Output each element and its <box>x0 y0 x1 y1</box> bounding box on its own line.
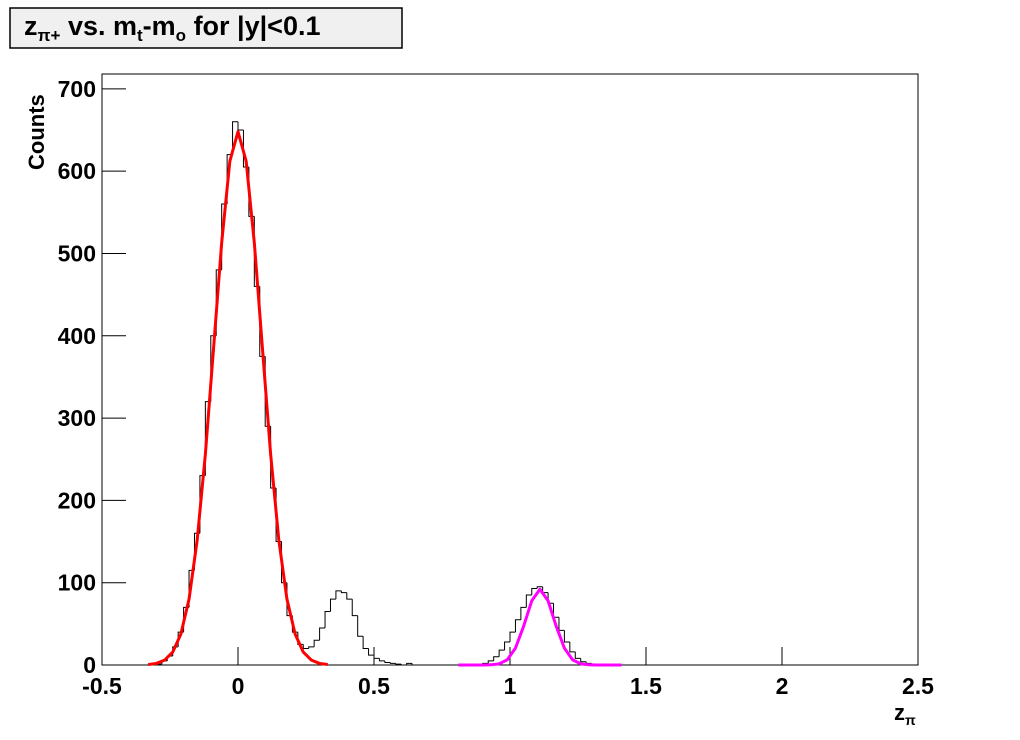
y-tick-label: 200 <box>58 487 96 513</box>
histogram-bin <box>493 656 500 661</box>
histogram-bin <box>232 121 238 155</box>
y-tick-label: 400 <box>58 323 96 349</box>
histogram-bin <box>308 646 315 649</box>
histogram-bin <box>373 655 380 659</box>
histogram-bin <box>525 594 532 608</box>
fit-curve <box>458 587 622 667</box>
y-tick-label: 300 <box>58 405 96 431</box>
histogram-bin <box>487 660 494 664</box>
histogram-bin <box>297 632 304 645</box>
histogram-bin <box>563 630 570 643</box>
y-axis-label: Counts <box>24 94 49 170</box>
chart-title: zπ+ vs. mt-mo for |y|<0.1 <box>24 11 320 45</box>
histogram-bin <box>357 615 364 637</box>
histogram-bin <box>400 664 407 666</box>
title-box <box>9 7 403 49</box>
x-tick-label: 2.5 <box>902 673 934 699</box>
fit-curve <box>148 130 328 666</box>
histogram-bin <box>389 662 396 664</box>
histogram-bin <box>395 663 402 665</box>
histogram-bin <box>406 662 413 665</box>
y-tick-label: 600 <box>58 158 96 184</box>
histogram-bin <box>340 590 347 594</box>
histogram-bin <box>324 610 331 628</box>
x-tick-label: 0.5 <box>358 673 390 699</box>
histogram-bin <box>536 586 543 589</box>
histogram-bin <box>498 649 505 657</box>
histogram-bin <box>580 658 587 663</box>
y-tick-label: 100 <box>58 570 96 596</box>
x-tick-label: 1 <box>504 673 517 699</box>
y-tick-label: 0 <box>83 652 96 678</box>
histogram-bin <box>378 658 385 662</box>
histogram-bin <box>520 606 527 620</box>
x-tick-label: 2 <box>776 673 789 699</box>
y-tick-label: 700 <box>58 76 96 102</box>
histogram-bin <box>335 590 342 600</box>
histogram-bin <box>504 641 510 651</box>
x-tick-label: 1.5 <box>630 673 662 699</box>
histogram-bin <box>329 598 336 612</box>
histogram-bin <box>509 631 516 642</box>
y-tick-label: 500 <box>58 240 96 266</box>
x-tick-label: 0 <box>232 673 245 699</box>
histogram-bin <box>362 636 369 650</box>
histogram-bin <box>574 651 581 659</box>
histogram-bin <box>351 599 358 617</box>
histogram-bin <box>313 639 320 647</box>
histogram-bin <box>411 663 418 666</box>
histogram-bin <box>368 648 374 656</box>
histogram-bin <box>514 619 521 633</box>
histogram-bin <box>531 587 538 596</box>
histogram-bin <box>569 641 576 653</box>
histogram-bin <box>346 592 353 600</box>
histogram-bin <box>319 627 326 641</box>
histogram-bin <box>237 121 244 131</box>
histogram-bin <box>384 660 391 664</box>
x-axis-label: zπ <box>894 700 916 728</box>
x-tick-label: -0.5 <box>82 673 122 699</box>
